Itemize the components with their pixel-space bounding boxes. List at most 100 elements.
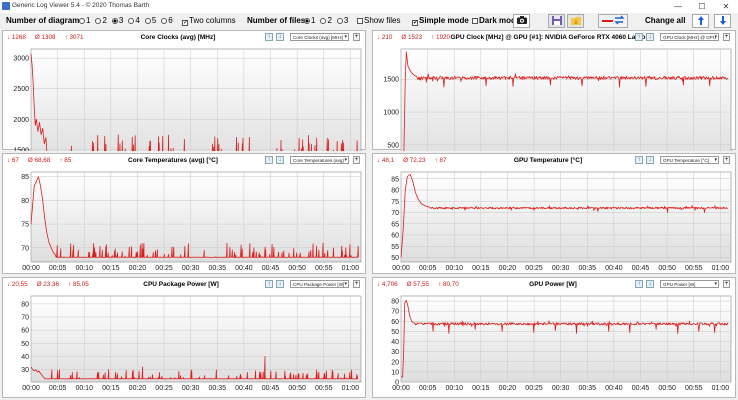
move-down-button[interactable]: ↓ [276,33,284,41]
dark-mode-checkbox[interactable] [472,18,478,24]
sensor-select[interactable]: GPU Clock [MHz] @ GPU [660,33,719,41]
arrow-down-icon[interactable] [714,14,731,28]
y-tick-label: 80 [21,198,29,205]
add-series-button[interactable]: + [353,33,360,41]
diagram-option-2[interactable]: 2 [95,16,107,25]
stat-avg: Ø 72,23 [403,157,426,164]
maximize-button[interactable]: ☐ [698,2,706,11]
diagram-option-1[interactable]: 1 [79,16,90,25]
x-tick-label: 00:50 [658,265,676,272]
swap-icon[interactable] [598,14,628,28]
stat-min: ↓ 210 [377,34,393,41]
move-down-button[interactable]: ↓ [646,280,654,288]
move-up-button[interactable]: ↑ [635,33,643,41]
diagram-radio-label: 2 [102,16,107,25]
stat-min: ↓ 4,706 [377,281,398,288]
chart-title: GPU Clock [MHz] @ GPU [#1]: NVIDIA GeFor… [450,34,646,41]
plot-area [30,48,362,151]
y-tick-label: 60 [391,319,399,326]
file-radio-3[interactable] [336,18,343,24]
diagram-option-5[interactable]: 5 [144,16,156,25]
y-tick-label: 60 [21,328,29,335]
x-tick-label: 00:55 [685,385,703,392]
sensor-select[interactable]: Core Clocks (avg) [MHz] [290,33,349,41]
diagram-radio-3[interactable] [111,18,118,24]
sensor-select[interactable]: GPU Power [W] [660,280,719,288]
two-columns-label: Two columns [189,16,236,25]
series-line [401,299,729,378]
x-tick-label: 00:05 [419,265,437,272]
sensor-select[interactable]: CPU Package Power [W] [290,280,349,288]
diagram-radio-5[interactable] [144,18,151,24]
file-radio-2[interactable] [320,18,327,24]
window-title: Generic Log Viewer 5.4 - © 2020 Thomas B… [12,2,150,9]
diagram-radio-label: 6 [168,16,173,25]
diagram-radio-2[interactable] [95,18,102,24]
y-tick-label: 1500 [383,77,399,84]
sensor-select[interactable]: Core Temperatures (avg) [290,156,349,164]
diagram-option-6[interactable]: 6 [161,16,173,25]
diagram-option-4[interactable]: 4 [128,16,140,25]
two-columns-checkbox[interactable]: ✓ [182,20,189,26]
two-columns-toggle[interactable]: ✓Two columns [182,16,236,26]
y-tick-label: 30 [21,367,29,374]
x-tick-label: 00:25 [525,385,543,392]
stat-max: ↑ 85 [59,157,72,164]
x-tick-label: 00:00 [22,385,40,392]
move-down-button[interactable]: ↓ [646,33,654,41]
x-tick-label: 00:40 [605,385,623,392]
diagram-radio-4[interactable] [128,18,135,24]
add-series-button[interactable]: + [723,33,730,41]
y-tick-label: 50 [391,255,399,262]
move-up-button[interactable]: ↑ [635,280,643,288]
folder-icon[interactable] [567,14,584,28]
camera-icon[interactable] [513,14,530,28]
close-button[interactable]: ✕ [722,2,730,11]
x-tick-label: 00:40 [605,265,623,272]
stat-avg: Ø 1523 [401,34,423,41]
x-tick-label: 00:00 [392,385,410,392]
y-tick-label: 20 [391,359,399,366]
file-option-1[interactable]: 1 [304,16,315,25]
diagram-radio-1[interactable] [79,18,85,24]
dark-mode-toggle[interactable]: Dark mod [472,16,516,25]
y-tick-label: 50 [21,341,29,348]
add-series-button[interactable]: + [723,156,730,164]
add-series-button[interactable]: + [723,280,730,288]
sensor-select[interactable]: GPU Temperature [°C] [660,156,719,164]
move-up-button[interactable]: ↑ [265,33,273,41]
y-tick-label: 1500 [13,147,29,151]
y-tick-label: 40 [391,339,399,346]
diagram-radio-6[interactable] [161,18,168,24]
y-tick-label: 75 [21,222,29,229]
add-series-button[interactable]: + [353,156,360,164]
simple-mode-toggle[interactable]: ✓Simple mode [412,16,469,26]
move-down-button[interactable]: ↓ [276,156,284,164]
show-files-checkbox[interactable] [357,18,363,24]
diagram-option-3[interactable]: 3 [111,16,123,25]
dark-mode-label: Dark mod [479,16,516,25]
x-tick-label: 00:10 [445,385,463,392]
file-option-3[interactable]: 3 [336,16,348,25]
x-tick-label: 00:10 [75,265,93,272]
x-tick-label: 00:45 [632,265,650,272]
move-up-button[interactable]: ↑ [265,156,273,164]
move-up-button[interactable]: ↑ [635,156,643,164]
y-tick-label: 0 [395,380,399,387]
file-option-2[interactable]: 2 [320,16,332,25]
app-icon [2,2,10,10]
move-up-button[interactable]: ↑ [265,280,273,288]
simple-mode-checkbox[interactable]: ✓ [412,20,419,26]
save-icon[interactable] [548,14,565,28]
file-radio-1[interactable] [304,18,310,24]
show-files-toggle[interactable]: Show files [357,16,400,25]
y-tick-label: 70 [391,309,399,316]
move-down-button[interactable]: ↓ [646,156,654,164]
stat-max: ↑ 85,05 [68,281,89,288]
move-down-button[interactable]: ↓ [276,280,284,288]
y-tick-label: 80 [21,301,29,308]
arrow-up-icon[interactable] [692,14,709,28]
chart-title: GPU Power [W] [529,281,577,288]
minimize-button[interactable]: — [674,2,682,11]
add-series-button[interactable]: + [353,280,360,288]
